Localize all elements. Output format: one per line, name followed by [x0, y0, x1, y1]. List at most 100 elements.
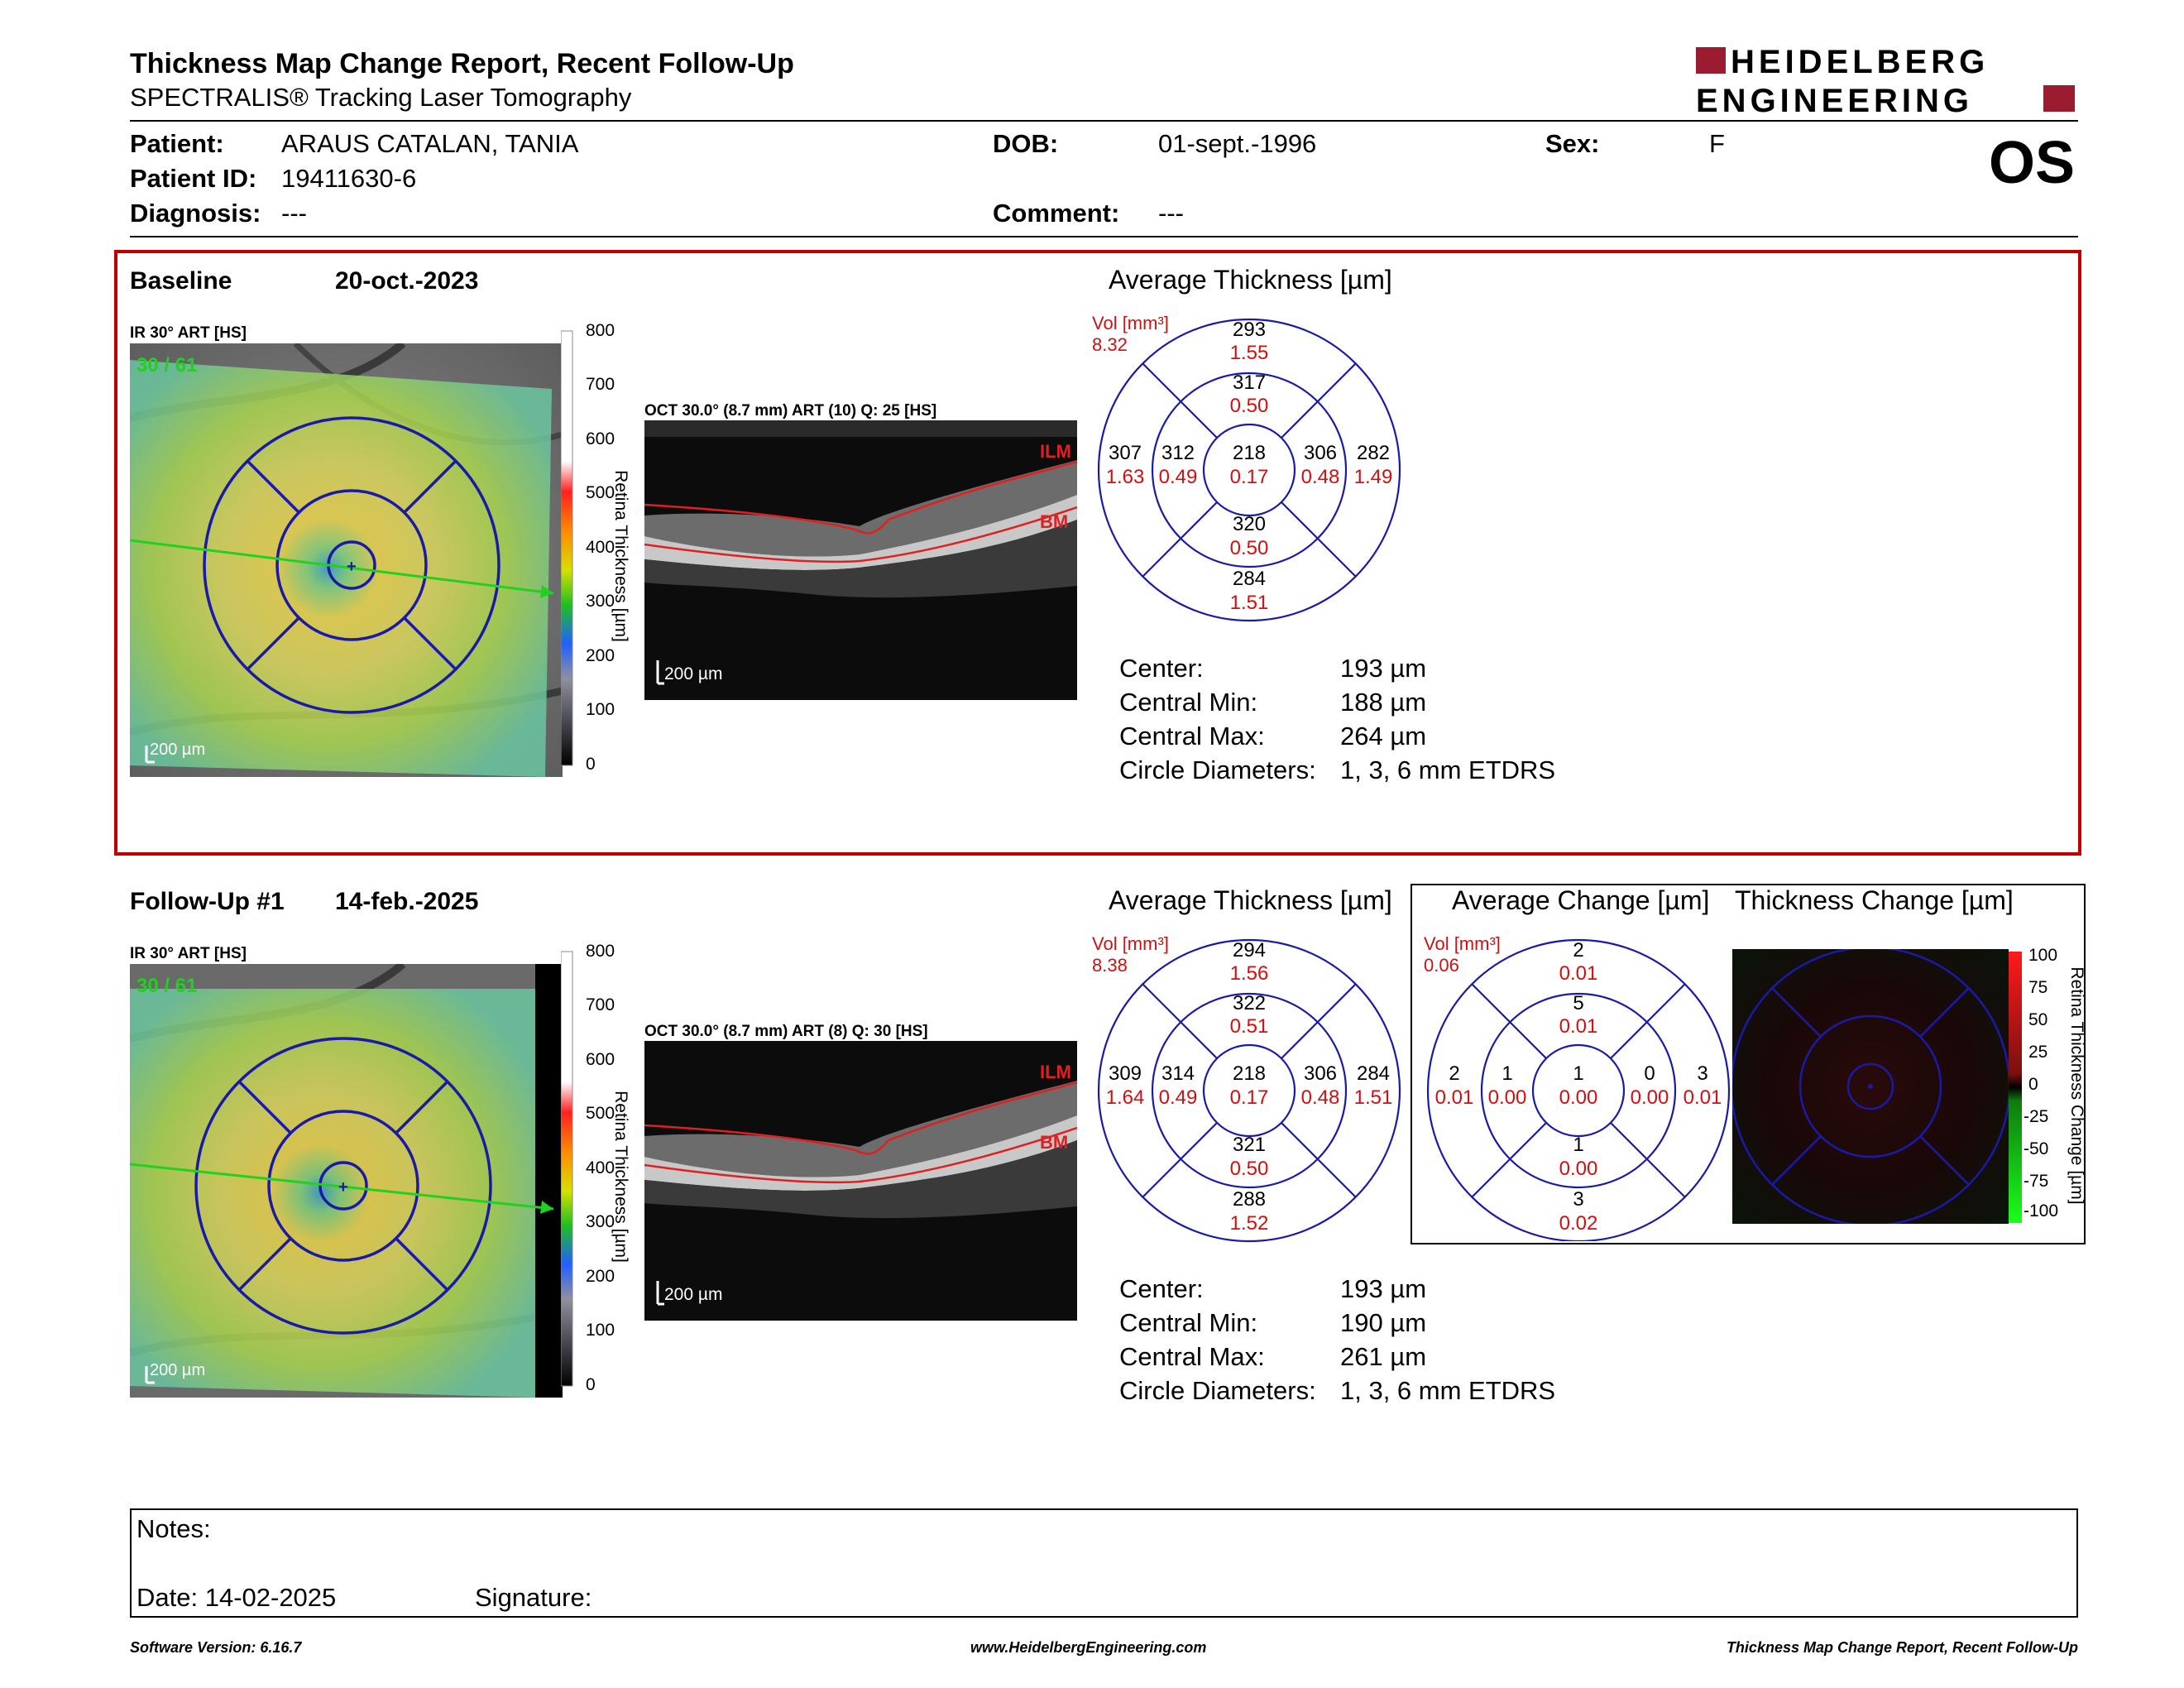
baseline-min-label: Central Min: [1119, 688, 1258, 717]
followup-min-value: 190 µm [1340, 1308, 1427, 1337]
baseline-cb-tick: 600 [586, 429, 615, 448]
svg-text:294: 294 [1233, 939, 1266, 961]
baseline-label: Baseline [130, 267, 232, 295]
report-subtitle: SPECTRALIS® Tracking Laser Tomography [130, 83, 632, 112]
svg-text:0.17: 0.17 [1230, 466, 1269, 488]
svg-text:Vol [mm³]: Vol [mm³] [1092, 313, 1169, 333]
svg-text:200 µm: 200 µm [664, 664, 722, 683]
followup-min-label: Central Min: [1119, 1308, 1258, 1337]
baseline-diam-label: Circle Diameters: [1119, 755, 1316, 784]
tchange-tick: -25 [2024, 1107, 2049, 1126]
notes-box[interactable] [130, 1508, 2078, 1618]
followup-cb-tick: 200 [586, 1267, 615, 1286]
followup-diam-value: 1, 3, 6 mm ETDRS [1340, 1376, 1556, 1405]
change-etdrs-grid: Vol [mm³] 0.06 2 0.01 5 0.01 2 0.01 1 0.… [1417, 927, 1744, 1249]
svg-text:+: + [347, 558, 357, 576]
svg-text:284: 284 [1233, 568, 1266, 590]
svg-text:322: 322 [1233, 992, 1266, 1014]
svg-text:0.50: 0.50 [1230, 537, 1269, 559]
followup-cb-tick: 0 [586, 1375, 596, 1394]
baseline-oct-caption: OCT 30.0° (8.7 mm) ART (10) Q: 25 [HS] [644, 402, 937, 420]
baseline-min-value: 188 µm [1340, 688, 1427, 717]
svg-text:BM: BM [1040, 1132, 1068, 1153]
svg-text:30 / 61: 30 / 61 [136, 975, 197, 997]
baseline-center-value: 193 µm [1340, 654, 1427, 683]
svg-text:0.01: 0.01 [1435, 1086, 1474, 1109]
tchange-tick: -75 [2024, 1172, 2049, 1191]
svg-text:1.49: 1.49 [1354, 466, 1393, 488]
followup-cb-tick: 800 [586, 942, 615, 961]
website-link[interactable]: www.HeidelbergEngineering.com [970, 1639, 1207, 1656]
baseline-cb-tick: 200 [586, 646, 615, 665]
svg-text:200 µm: 200 µm [150, 741, 205, 759]
svg-text:1.56: 1.56 [1230, 962, 1269, 985]
sex-value: F [1709, 129, 1725, 158]
thickness-change-title: Thickness Change [µm] [1735, 885, 2014, 915]
svg-text:0.00: 0.00 [1559, 1086, 1598, 1109]
heidelberg-logo: HEIDELBERG ENGINEERING [1696, 44, 2076, 119]
baseline-cb-tick: 700 [586, 375, 615, 394]
svg-text:ILM: ILM [1040, 441, 1071, 462]
svg-text:200 µm: 200 µm [150, 1361, 205, 1379]
diagnosis-value: --- [281, 199, 307, 228]
patient-id-label: Patient ID: [130, 164, 257, 193]
baseline-date: 20-oct.-2023 [335, 267, 479, 295]
svg-text:0.48: 0.48 [1301, 466, 1340, 488]
svg-text:0.01: 0.01 [1684, 1086, 1722, 1109]
followup-label: Follow-Up #1 [130, 888, 285, 915]
change-panel [1410, 884, 2086, 1244]
sex-label: Sex: [1545, 129, 1600, 158]
svg-text:0.49: 0.49 [1159, 466, 1198, 488]
svg-text:1.55: 1.55 [1230, 342, 1269, 364]
baseline-fundus-image: + 30 / 61 200 µm [128, 340, 563, 777]
svg-text:1: 1 [1573, 1134, 1583, 1156]
followup-ir-caption: IR 30° ART [HS] [130, 945, 247, 962]
followup-oct-caption: OCT 30.0° (8.7 mm) ART (8) Q: 30 [HS] [644, 1023, 928, 1040]
followup-max-value: 261 µm [1340, 1342, 1427, 1371]
baseline-colorbar-title: Retina Thickness [µm] [611, 470, 630, 642]
thickness-change-map [1730, 946, 2011, 1227]
comment-value: --- [1158, 199, 1184, 228]
svg-text:0: 0 [1644, 1062, 1655, 1085]
followup-cb-tick: 300 [586, 1212, 615, 1231]
svg-text:293: 293 [1233, 319, 1266, 341]
svg-text:0.51: 0.51 [1230, 1015, 1269, 1038]
followup-colorbar-title: Retina Thickness [µm] [611, 1091, 630, 1263]
svg-text:3: 3 [1697, 1062, 1707, 1085]
patient-id-value: 19411630-6 [281, 164, 417, 193]
svg-text:0.00: 0.00 [1631, 1086, 1669, 1109]
patient-name: ARAUS CATALAN, TANIA [281, 129, 579, 158]
svg-text:1.64: 1.64 [1106, 1086, 1145, 1109]
dob-label: DOB: [993, 129, 1059, 158]
tchange-tick: 75 [2028, 978, 2048, 997]
svg-text:320: 320 [1233, 513, 1266, 535]
tchange-colorbar-title: Retina Thickness Change [µm] [2067, 966, 2086, 1205]
svg-text:309: 309 [1109, 1062, 1142, 1085]
followup-avg-title: Average Thickness [µm] [1109, 885, 1392, 915]
svg-text:1.63: 1.63 [1106, 466, 1145, 488]
baseline-oct-image: ILM BM 200 µm [644, 420, 1078, 700]
patient-divider [130, 236, 2078, 237]
followup-fundus-image: + 30 / 61 200 µm [128, 961, 563, 1398]
svg-text:0.49: 0.49 [1159, 1086, 1198, 1109]
baseline-cb-tick: 500 [586, 483, 615, 502]
svg-text:HEIDELBERG: HEIDELBERG [1731, 46, 1989, 80]
svg-text:30 / 61: 30 / 61 [136, 354, 197, 376]
svg-text:Vol [mm³]: Vol [mm³] [1092, 933, 1169, 954]
svg-text:1.51: 1.51 [1354, 1086, 1393, 1109]
baseline-cb-tick: 0 [586, 755, 596, 774]
followup-colorbar [560, 950, 660, 1397]
signature-label: Signature: [475, 1583, 592, 1612]
svg-text:5: 5 [1573, 992, 1583, 1014]
baseline-avg-title: Average Thickness [µm] [1109, 265, 1392, 295]
average-change-title: Average Change [µm] [1452, 885, 1710, 915]
followup-center-value: 193 µm [1340, 1274, 1427, 1303]
diagnosis-label: Diagnosis: [130, 199, 261, 228]
footer-report-name: Thickness Map Change Report, Recent Foll… [1726, 1639, 2078, 1656]
header-divider [130, 120, 2078, 122]
baseline-ir-caption: IR 30° ART [HS] [130, 324, 247, 342]
svg-text:8.38: 8.38 [1092, 955, 1128, 976]
baseline-diam-value: 1, 3, 6 mm ETDRS [1340, 755, 1556, 784]
svg-text:218: 218 [1233, 442, 1266, 464]
svg-text:306: 306 [1304, 1062, 1337, 1085]
